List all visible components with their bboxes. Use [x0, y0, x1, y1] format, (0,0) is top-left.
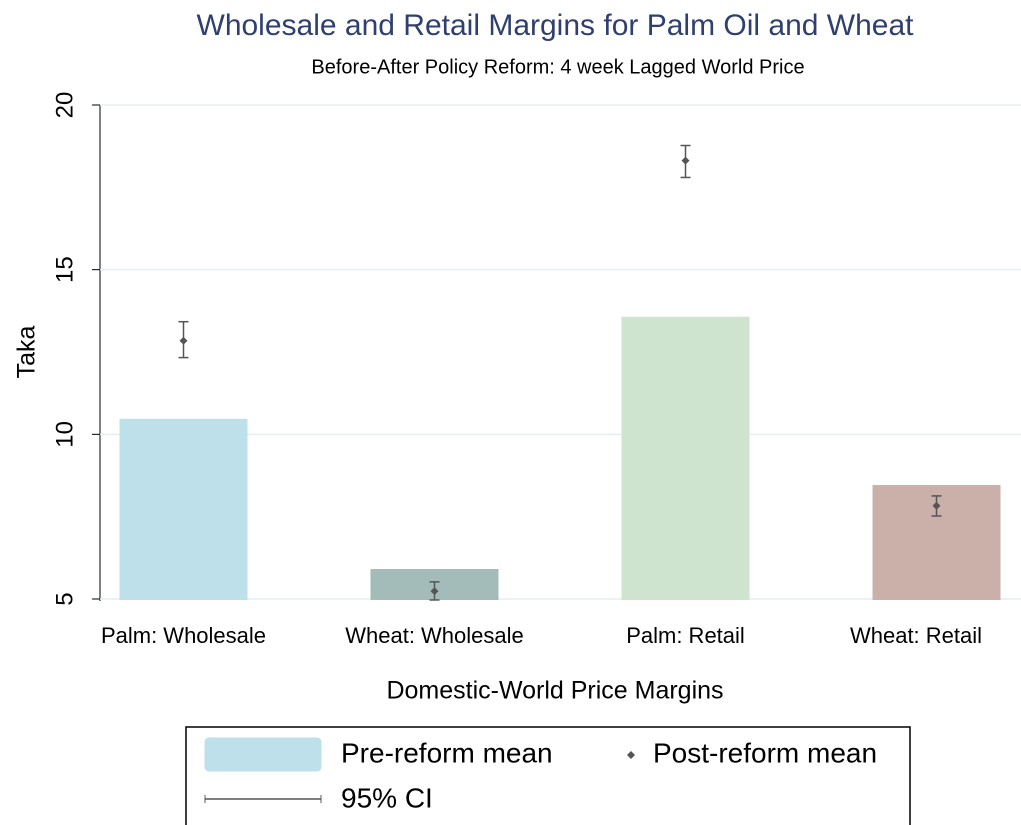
bar	[119, 418, 248, 600]
x-tick-label: Wheat: Wholesale	[345, 623, 524, 648]
y-tick-label: 5	[51, 592, 78, 605]
legend-swatch	[204, 737, 322, 772]
y-axis-label: Taka	[13, 326, 41, 379]
point	[179, 336, 188, 345]
bar	[621, 316, 750, 600]
x-tick-label: Palm: Retail	[626, 623, 745, 648]
legend-label: 95% CI	[341, 782, 433, 813]
x-tick-label: Wheat: Retail	[850, 623, 982, 648]
y-tick-label: 15	[51, 256, 78, 283]
chart-subtitle: Before-After Policy Reform: 4 week Lagge…	[311, 56, 804, 78]
point	[681, 156, 690, 165]
legend-label: Post-reform mean	[653, 737, 877, 768]
x-axis-label: Domestic-World Price Margins	[386, 677, 723, 705]
legend-box	[185, 726, 911, 825]
point	[430, 587, 439, 596]
legend-marker	[627, 751, 635, 759]
chart-title: Wholesale and Retail Margins for Palm Oi…	[197, 9, 915, 42]
point	[932, 501, 941, 510]
y-tick-label: 20	[51, 92, 78, 119]
y-tick-label: 10	[51, 421, 78, 448]
x-tick-label: Palm: Wholesale	[101, 623, 266, 648]
legend-label: Pre-reform mean	[341, 737, 553, 768]
